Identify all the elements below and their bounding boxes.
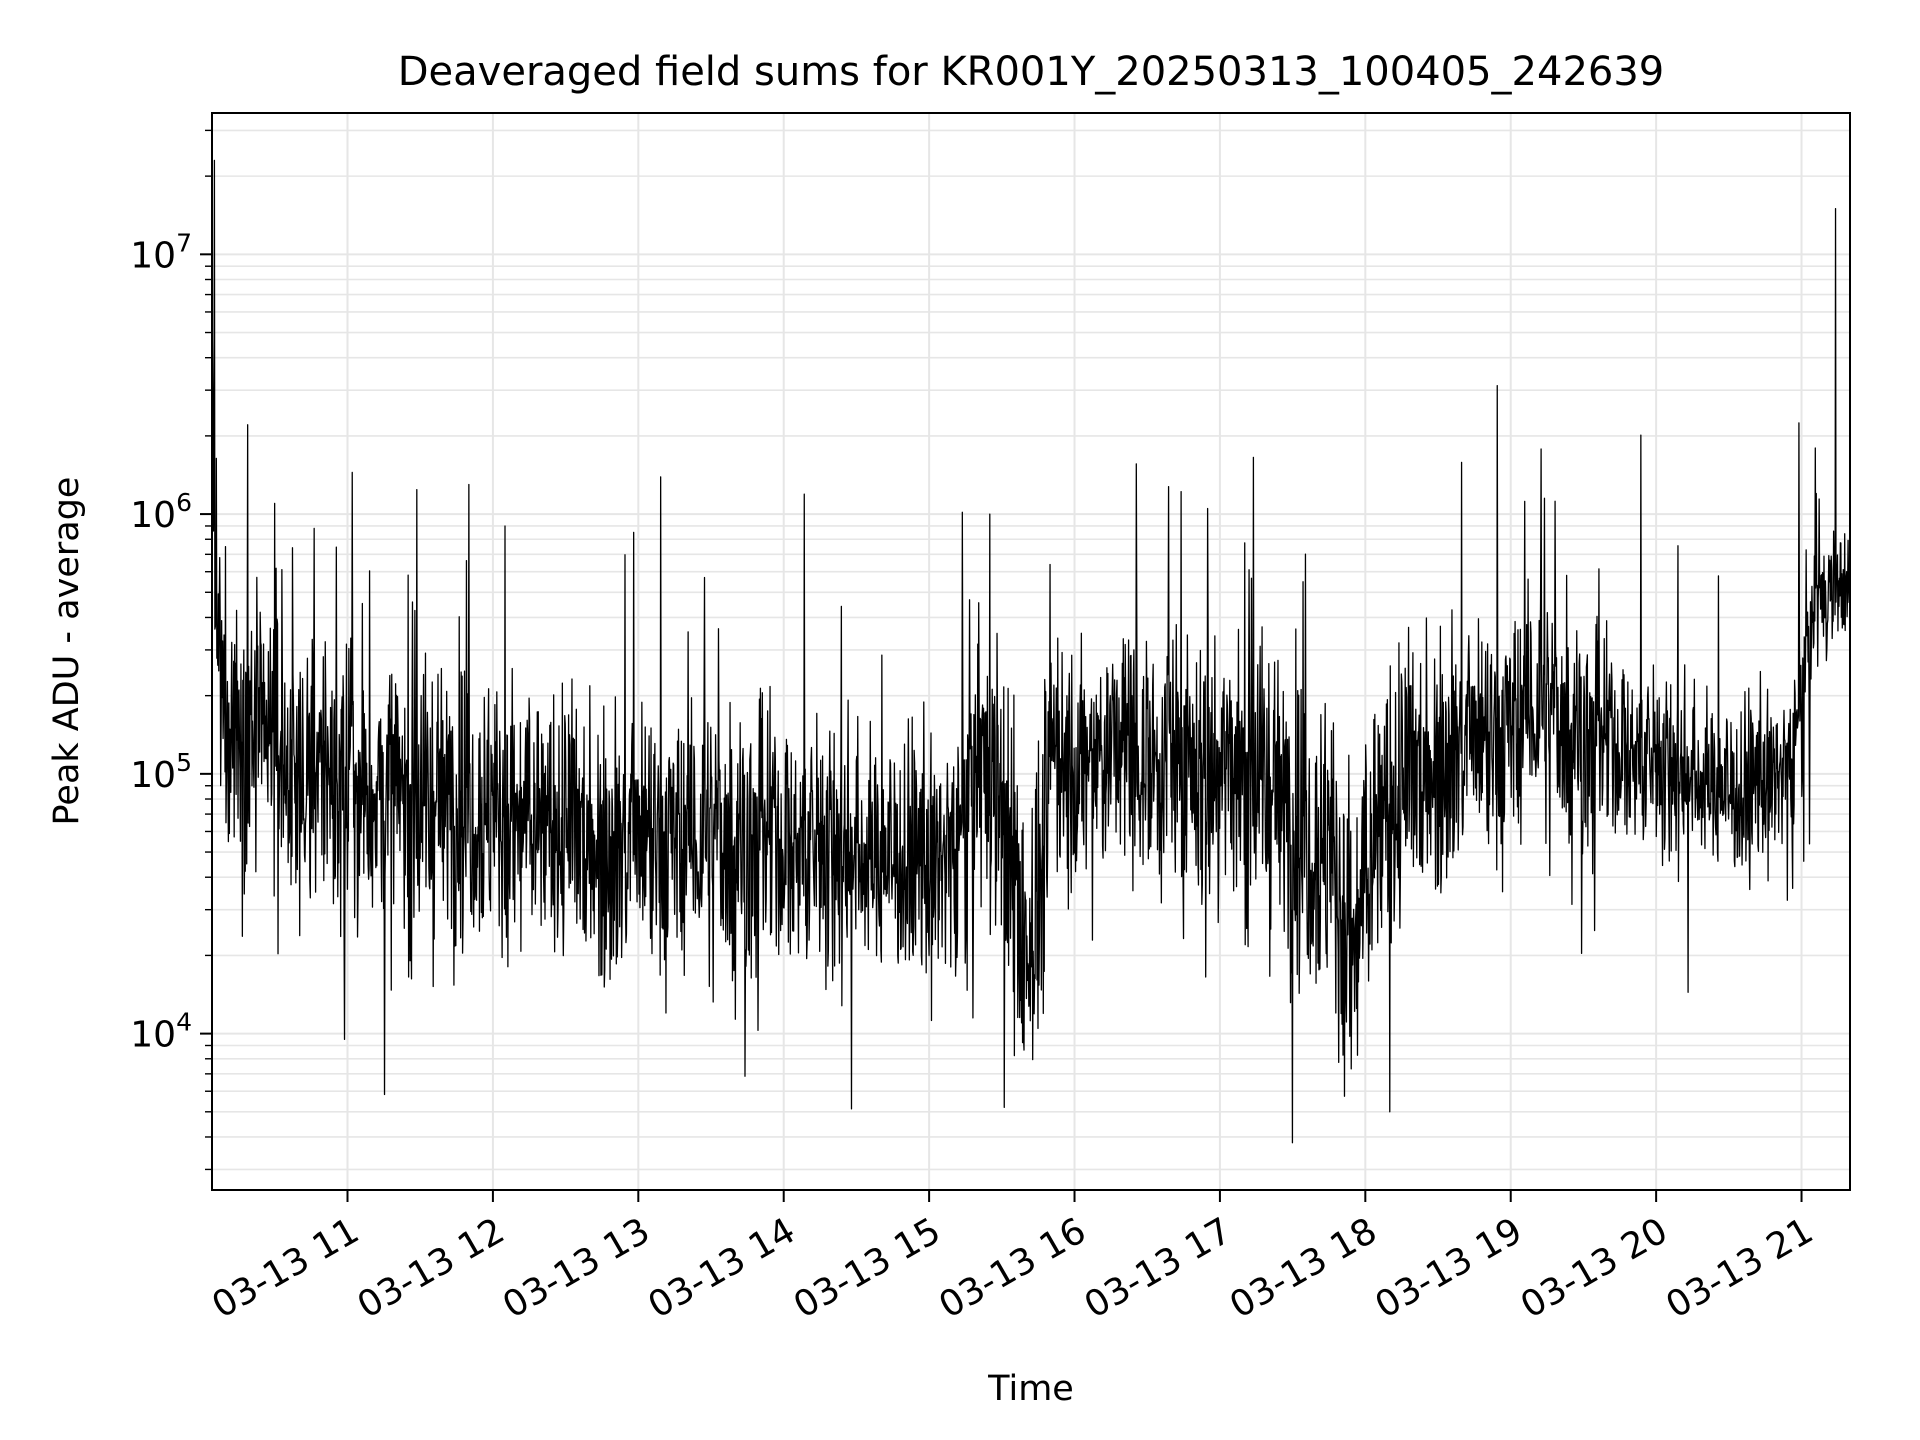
y-tick-label-base: 10 (130, 495, 176, 536)
chart-title: Deaveraged field sums for KR001Y_2025031… (398, 49, 1665, 95)
y-axis-label: Peak ADU - average (47, 477, 87, 826)
y-tick-label: 107 (130, 228, 192, 276)
y-tick-label-base: 10 (130, 755, 176, 796)
y-tick-label: 106 (130, 488, 192, 536)
y-tick-label-exponent: 5 (176, 748, 192, 777)
y-tick-label: 105 (130, 748, 192, 796)
x-axis-label: Time (987, 1369, 1074, 1409)
y-tick-label-exponent: 6 (176, 488, 192, 517)
grid (212, 113, 1850, 1190)
y-tick-label: 104 (130, 1008, 192, 1056)
y-tick-label-base: 10 (130, 235, 176, 276)
series-line (211, 159, 1851, 1144)
plot-frame (211, 112, 1851, 1191)
data-layer (211, 159, 1851, 1144)
y-tick-label-exponent: 4 (176, 1008, 192, 1037)
y-tick-label-base: 10 (130, 1015, 176, 1056)
y-tick-label-exponent: 7 (176, 228, 192, 257)
